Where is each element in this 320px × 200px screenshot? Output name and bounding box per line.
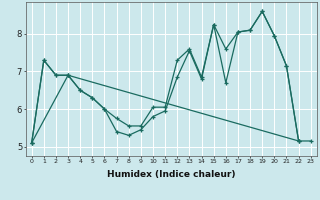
X-axis label: Humidex (Indice chaleur): Humidex (Indice chaleur): [107, 170, 236, 179]
